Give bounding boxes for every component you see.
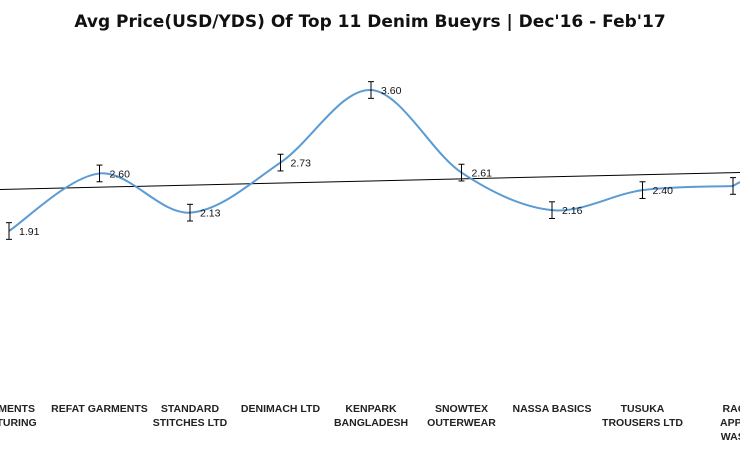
x-tick-label: TUSUKA TROUSERS LTD	[602, 403, 683, 429]
x-tick-label: STANDARD STITCHES LTD	[153, 403, 228, 429]
data-label: 1.91	[19, 226, 40, 238]
data-label: 3.60	[381, 85, 402, 97]
x-tick-label: REFAT GARMENTS	[51, 403, 148, 415]
x-tick-label: DENIMACH LTD	[241, 403, 321, 415]
chart-title: Avg Price(USD/YDS) Of Top 11 Denim Bueyr…	[74, 12, 666, 32]
data-label: 2.73	[291, 158, 312, 170]
x-tick-label: RAQUAPPARWASHI	[720, 403, 740, 443]
data-label: 2.60	[110, 168, 131, 180]
x-tick-label: ARMENTSACTURING	[0, 403, 37, 429]
data-label: 2.40	[653, 185, 674, 197]
x-tick-label: NASSA BASICS	[513, 403, 592, 415]
data-label: 2.61	[472, 168, 493, 180]
data-label: 2.16	[562, 205, 583, 217]
series-line	[8, 88, 740, 232]
x-tick-label: SNOWTEX OUTERWEAR	[427, 403, 496, 429]
trendline	[0, 171, 740, 190]
data-label: 2.13	[200, 208, 221, 220]
x-tick-label: KENPARK BANGLADESH	[334, 403, 408, 429]
